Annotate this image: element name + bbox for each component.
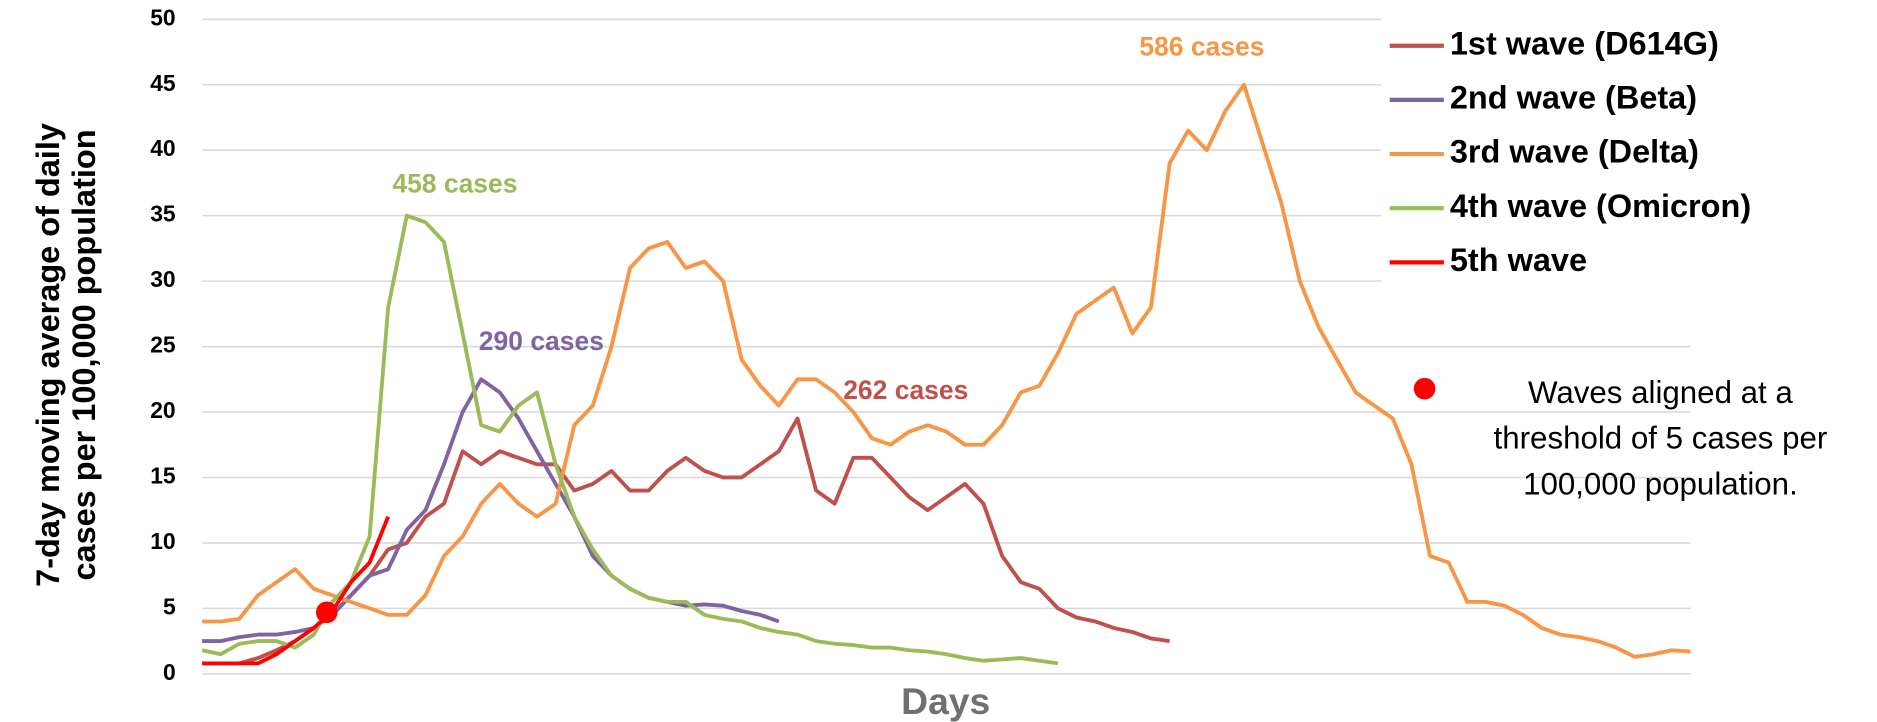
x-axis-label: Days — [901, 680, 990, 722]
y-tick-label: 40 — [150, 135, 175, 161]
y-tick-label: 25 — [150, 332, 176, 358]
legend-background — [1381, 9, 1827, 293]
legend-label: 5th wave — [1450, 242, 1587, 278]
annotation: 586 cases — [1139, 32, 1264, 62]
y-tick-label: 45 — [150, 70, 176, 96]
y-tick-label: 5 — [163, 593, 176, 619]
y-axis-label: 7-day moving average of daily — [30, 123, 66, 587]
series-line — [202, 515, 390, 666]
threshold-marker — [315, 601, 338, 624]
y-tick-label: 50 — [150, 4, 175, 30]
series-line — [202, 377, 780, 644]
y-tick-label: 35 — [150, 201, 176, 227]
y-tick-label: 0 — [163, 659, 176, 685]
note-text: threshold of 5 cases per — [1494, 421, 1828, 456]
series-line — [202, 416, 1170, 666]
note-text: 100,000 population. — [1523, 466, 1798, 501]
annotation: 290 cases — [479, 326, 604, 356]
y-tick-label: 20 — [150, 397, 175, 423]
y-axis-label: cases per 100,000 population — [66, 129, 102, 580]
y-tick-label: 30 — [150, 266, 175, 292]
series-line — [202, 82, 1691, 659]
y-tick-label: 10 — [150, 528, 175, 554]
y-tick-label: 15 — [150, 463, 176, 489]
annotation: 458 cases — [392, 169, 517, 199]
annotation: 262 cases — [843, 375, 968, 405]
legend-label: 1st wave (D614G) — [1450, 25, 1719, 61]
note-text: Waves aligned at a — [1528, 375, 1793, 410]
note-marker — [1413, 377, 1436, 400]
legend-label: 2nd wave (Beta) — [1450, 79, 1697, 115]
legend-label: 3rd wave (Delta) — [1450, 134, 1699, 170]
legend-label: 4th wave (Omicron) — [1450, 188, 1751, 224]
